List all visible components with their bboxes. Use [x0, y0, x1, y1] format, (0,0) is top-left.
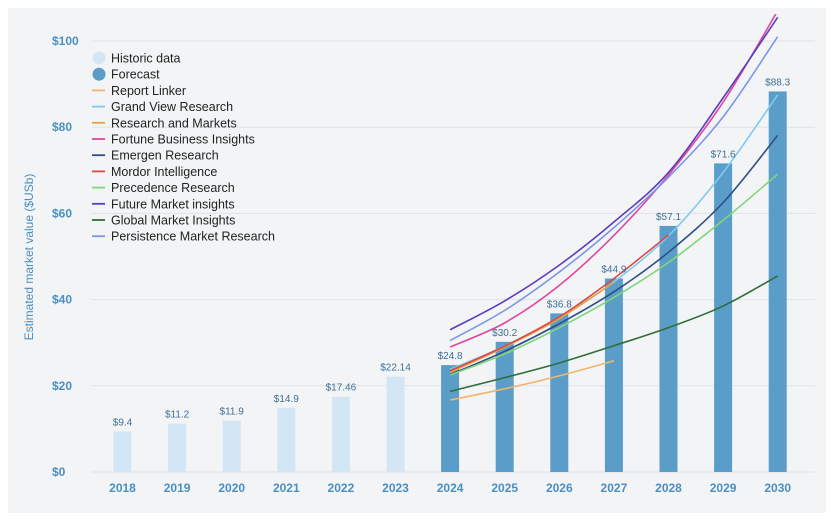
legend-item-label: Research and Markets: [111, 116, 237, 130]
line-precedence-research: [449, 173, 779, 376]
legend-item-label: Persistence Market Research: [111, 230, 275, 244]
line-global-market-insights: [449, 275, 779, 393]
bar-forecast-2030: [768, 91, 787, 472]
bar-forecast-2025: [495, 341, 514, 472]
bar-forecast-2028: [659, 225, 678, 472]
bar-value-label: $88.3: [765, 77, 790, 88]
bar-value-label: $57.1: [656, 212, 681, 223]
bar-forecast-2024: [441, 365, 460, 472]
bar-value-label: $17.46: [326, 383, 357, 394]
bar-value-label: $22.14: [380, 363, 411, 374]
x-tick-label: 2023: [382, 481, 409, 495]
bar-value-label: $24.8: [438, 351, 463, 362]
bar-historic-2019: [168, 423, 187, 472]
y-tick-label: $80: [52, 120, 72, 134]
forecast-lines: [449, 14, 779, 401]
line-fortune-business-insights: [449, 14, 777, 348]
bar-historic-2021: [277, 407, 296, 472]
x-tick-label: 2028: [655, 481, 682, 495]
bar-value-label: $9.4: [113, 417, 133, 428]
x-tick-label: 2021: [273, 481, 300, 495]
x-tick-label: 2024: [437, 481, 464, 495]
bars: [113, 91, 787, 473]
chart-panel: [8, 8, 826, 513]
x-tick-label: 2025: [491, 481, 518, 495]
y-axis-label: Estimated market value ($USb): [22, 174, 36, 341]
legend-item-label: Forecast: [111, 68, 160, 82]
bar-value-label: $36.8: [547, 299, 572, 310]
bar-historic-2018: [113, 431, 132, 472]
bar-forecast-2027: [604, 278, 623, 472]
y-tick-label: $20: [52, 379, 72, 393]
x-axis-ticks: 2018 2019 2020 2021 2022 2023 2024 2025 2026 2027…: [109, 481, 791, 495]
legend-item-label: Fortune Business Insights: [111, 133, 255, 147]
x-tick-label: 2022: [328, 481, 355, 495]
bar-forecast-2026: [550, 313, 569, 472]
x-tick-label: 2019: [164, 481, 191, 495]
line-report-linker: [449, 360, 615, 401]
x-tick-label: 2020: [218, 481, 245, 495]
legend-swatch: [92, 67, 106, 81]
legend-item-label: Grand View Research: [111, 100, 233, 114]
bar-value-label: $14.9: [274, 394, 299, 405]
y-tick-label: $40: [52, 293, 72, 307]
bar-forecast-2029: [714, 163, 733, 473]
legend-item-label: Future Market insights: [111, 197, 235, 211]
bar-value-label: $30.2: [492, 328, 517, 339]
legend-item-label: Global Market Insights: [111, 214, 235, 228]
line-persistence-market-research: [449, 36, 779, 342]
bar-historic-2023: [386, 376, 405, 472]
y-tick-label: $100: [52, 34, 79, 48]
legend-swatch: [92, 51, 106, 65]
x-tick-label: 2026: [546, 481, 573, 495]
bar-historic-2020: [222, 420, 241, 472]
line-emergen-research: [449, 134, 779, 376]
bar-value-label: $11.9: [220, 407, 245, 418]
bar-data-labels: $9.4 $11.2 $11.9 $14.9 $17.46 $22.14 $24.8 $30.…: [113, 77, 791, 428]
legend-item-label: Precedence Research: [111, 181, 235, 195]
legend-item-label: Emergen Research: [111, 149, 219, 163]
y-tick-label: $0: [52, 465, 66, 479]
line-future-market-insights: [449, 16, 779, 331]
y-axis-ticks: $0 $20 $40 $60 $80 $100: [52, 34, 79, 479]
bar-value-label: $11.2: [165, 410, 190, 421]
line-research-and-markets: [449, 281, 615, 374]
bar-historic-2022: [331, 396, 350, 472]
y-tick-label: $60: [52, 206, 72, 220]
bar-value-label: $71.6: [711, 149, 736, 160]
legend-item-label: Report Linker: [111, 84, 186, 98]
bar-value-label: $44.9: [601, 264, 626, 275]
line-mordor-intelligence: [449, 234, 669, 372]
x-tick-label: 2030: [764, 481, 791, 495]
x-tick-label: 2027: [601, 481, 628, 495]
legend-item-label: Mordor Intelligence: [111, 165, 217, 179]
x-tick-label: 2029: [710, 481, 737, 495]
legend-item-label: Historic data: [111, 52, 181, 66]
legend: Historic data Forecast Report Linker Grand …: [92, 51, 275, 244]
x-tick-label: 2018: [109, 481, 136, 495]
